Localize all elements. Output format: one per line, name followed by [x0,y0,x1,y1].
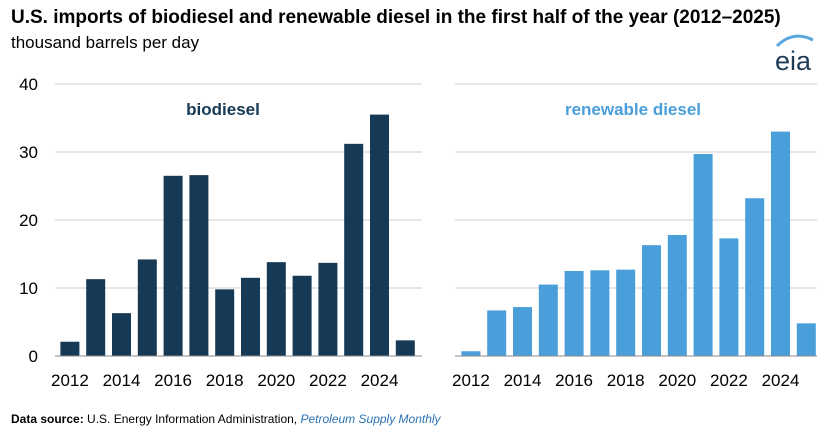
bar-2020 [667,234,687,356]
panel-biodiesel: 2012 2014 2016 2018 2020 2022 2024 biodiesel [51,83,422,390]
bar-2025 [395,340,415,356]
y-tick-label: 0 [29,347,38,366]
x-tick-label: 2024 [361,371,399,390]
bar-2018 [215,289,235,356]
y-axis-ticks: 0 10 20 30 40 [19,75,38,366]
x-tick-label: 2022 [309,371,347,390]
y-tick-label: 40 [19,75,38,94]
x-tick-label: 2014 [103,371,141,390]
chart-subtitle: thousand barrels per day [11,33,200,52]
panel-title: renewable diesel [565,100,701,119]
bar-2019 [642,245,661,356]
chart-title: U.S. imports of biodiesel and renewable … [11,7,781,28]
bar-2014 [112,313,131,356]
eia-logo-text: eia [775,46,812,76]
bar-2024 [771,131,790,356]
bar-2016 [163,175,183,356]
data-source-label: Data source: [11,412,84,426]
bar-2021 [693,154,713,356]
y-tick-label: 10 [19,279,38,298]
bar-2024 [370,114,389,356]
x-tick-label: 2016 [154,371,192,390]
bar-2017 [189,175,209,356]
eia-logo-arc [775,34,814,48]
x-tick-label: 2020 [257,371,295,390]
bar-2016 [564,271,584,356]
data-source-text: U.S. Energy Information Administration, [87,412,301,426]
y-tick-label: 30 [19,143,38,162]
bar-2015 [538,284,558,356]
panel-title: biodiesel [186,100,260,119]
bar-2025 [796,323,816,356]
x-tick-label: 2012 [51,371,89,390]
bar-2012 [60,341,80,356]
bar-2023 [344,143,364,356]
x-tick-label: 2022 [710,371,748,390]
x-tick-label: 2020 [658,371,696,390]
bar-2022 [318,262,338,356]
charts-area: 0 10 20 30 40 2012 2014 2016 2018 2020 2022 2024 bi… [19,75,817,390]
x-tick-label: 2018 [607,371,645,390]
bar-2015 [137,259,157,356]
x-tick-label: 2024 [762,371,800,390]
y-tick-label: 20 [19,211,38,230]
bar-2013 [487,310,507,356]
eia-logo-icon: eia [775,34,814,76]
bar-2018 [616,269,636,356]
x-tick-label: 2018 [206,371,244,390]
bar-2023 [745,198,765,356]
data-source-publication-link[interactable]: Petroleum Supply Monthly [300,412,441,426]
x-tick-label: 2014 [504,371,542,390]
bar-2019 [241,277,260,356]
bar-2012 [461,351,481,356]
x-tick-label: 2016 [555,371,593,390]
panel-renewable-diesel: 2012 2014 2016 2018 2020 2022 2024 renewable di… [452,83,817,390]
bar-2013 [86,279,106,356]
bar-2017 [590,270,610,356]
x-tick-label: 2012 [452,371,490,390]
data-source-note: Data source: U.S. Energy Information Adm… [11,412,441,426]
bar-2022 [719,238,739,356]
bar-2020 [266,262,286,356]
bar-2021 [292,275,312,356]
bar-2014 [513,307,532,356]
